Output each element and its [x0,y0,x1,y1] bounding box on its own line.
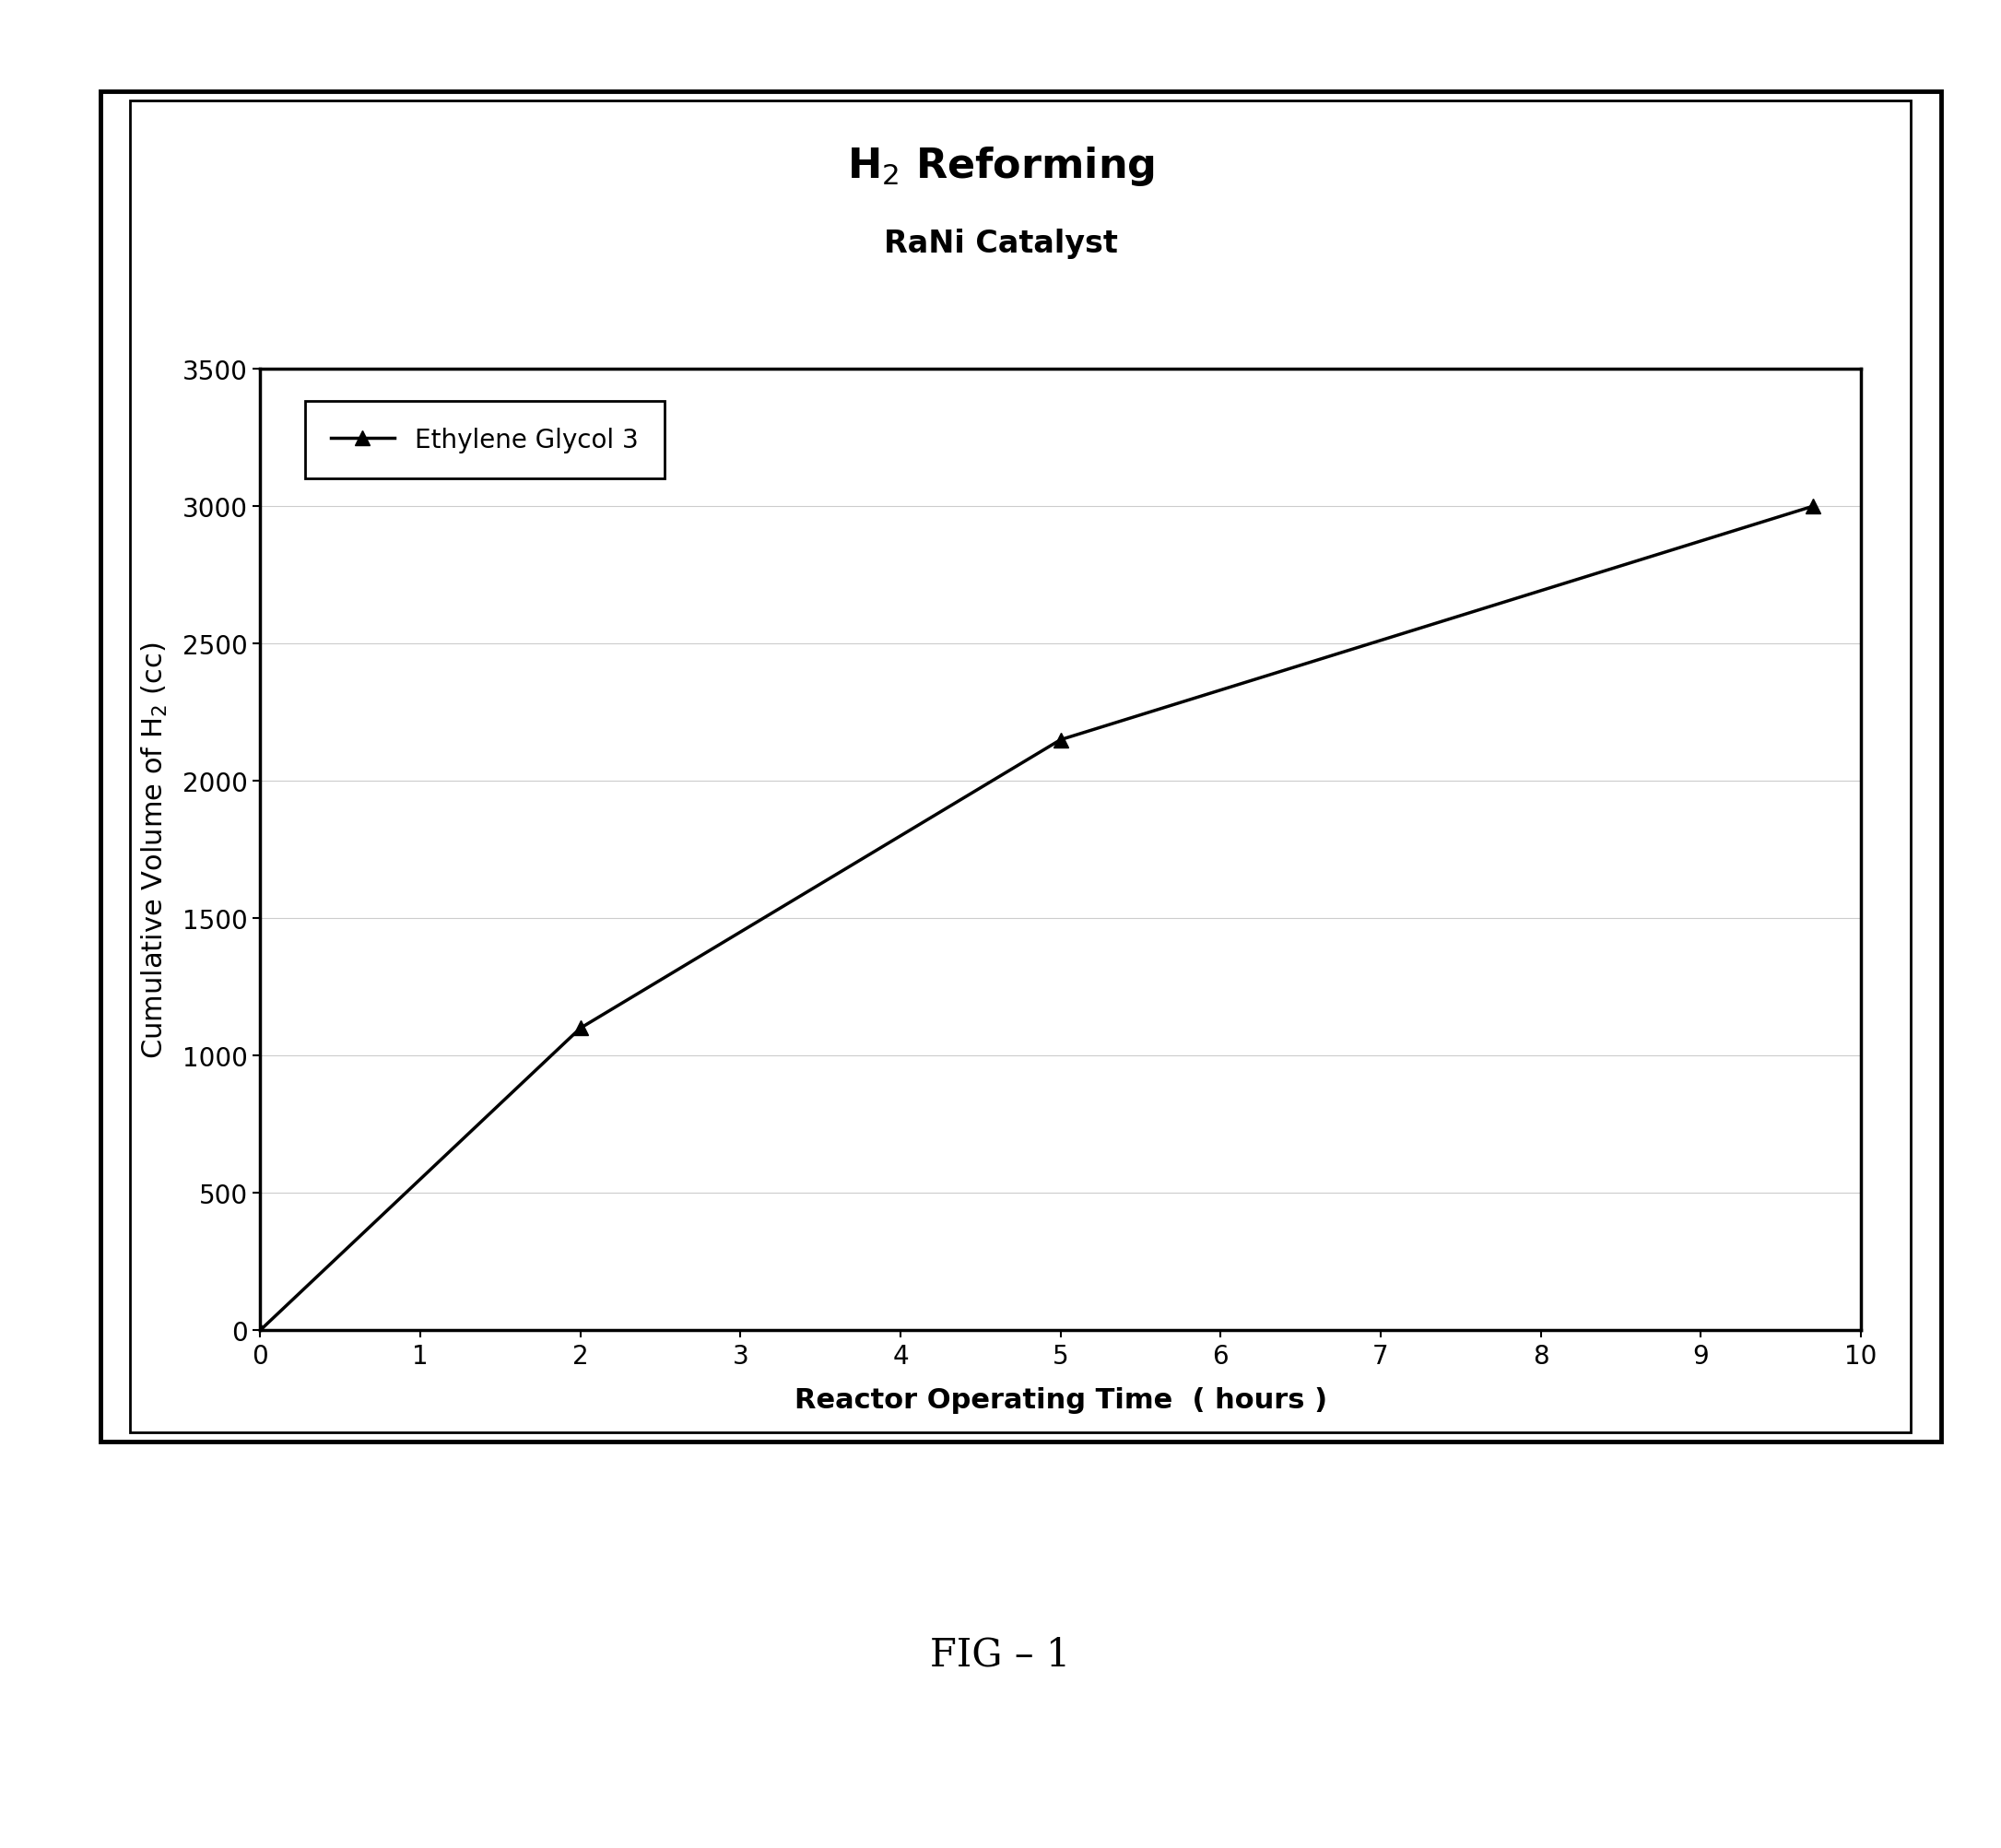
Ethylene Glycol 3 [568,1018,592,1040]
X-axis label: Reactor Operating Time  ( hours ): Reactor Operating Time ( hours ) [794,1386,1327,1414]
Line: Ethylene Glycol 3: Ethylene Glycol 3 [252,499,1821,1338]
Text: H$_2$ Reforming: H$_2$ Reforming [846,144,1155,188]
Y-axis label: Cumulative Volume of H$_2$ (cc): Cumulative Volume of H$_2$ (cc) [140,641,170,1059]
Legend: Ethylene Glycol 3: Ethylene Glycol 3 [304,401,664,479]
Ethylene Glycol 3 [248,1319,272,1342]
Text: RaNi Catalyst: RaNi Catalyst [884,229,1117,259]
Ethylene Glycol 3 [1801,495,1825,517]
Text: FIG – 1: FIG – 1 [930,1635,1071,1672]
Ethylene Glycol 3 [1049,730,1073,752]
